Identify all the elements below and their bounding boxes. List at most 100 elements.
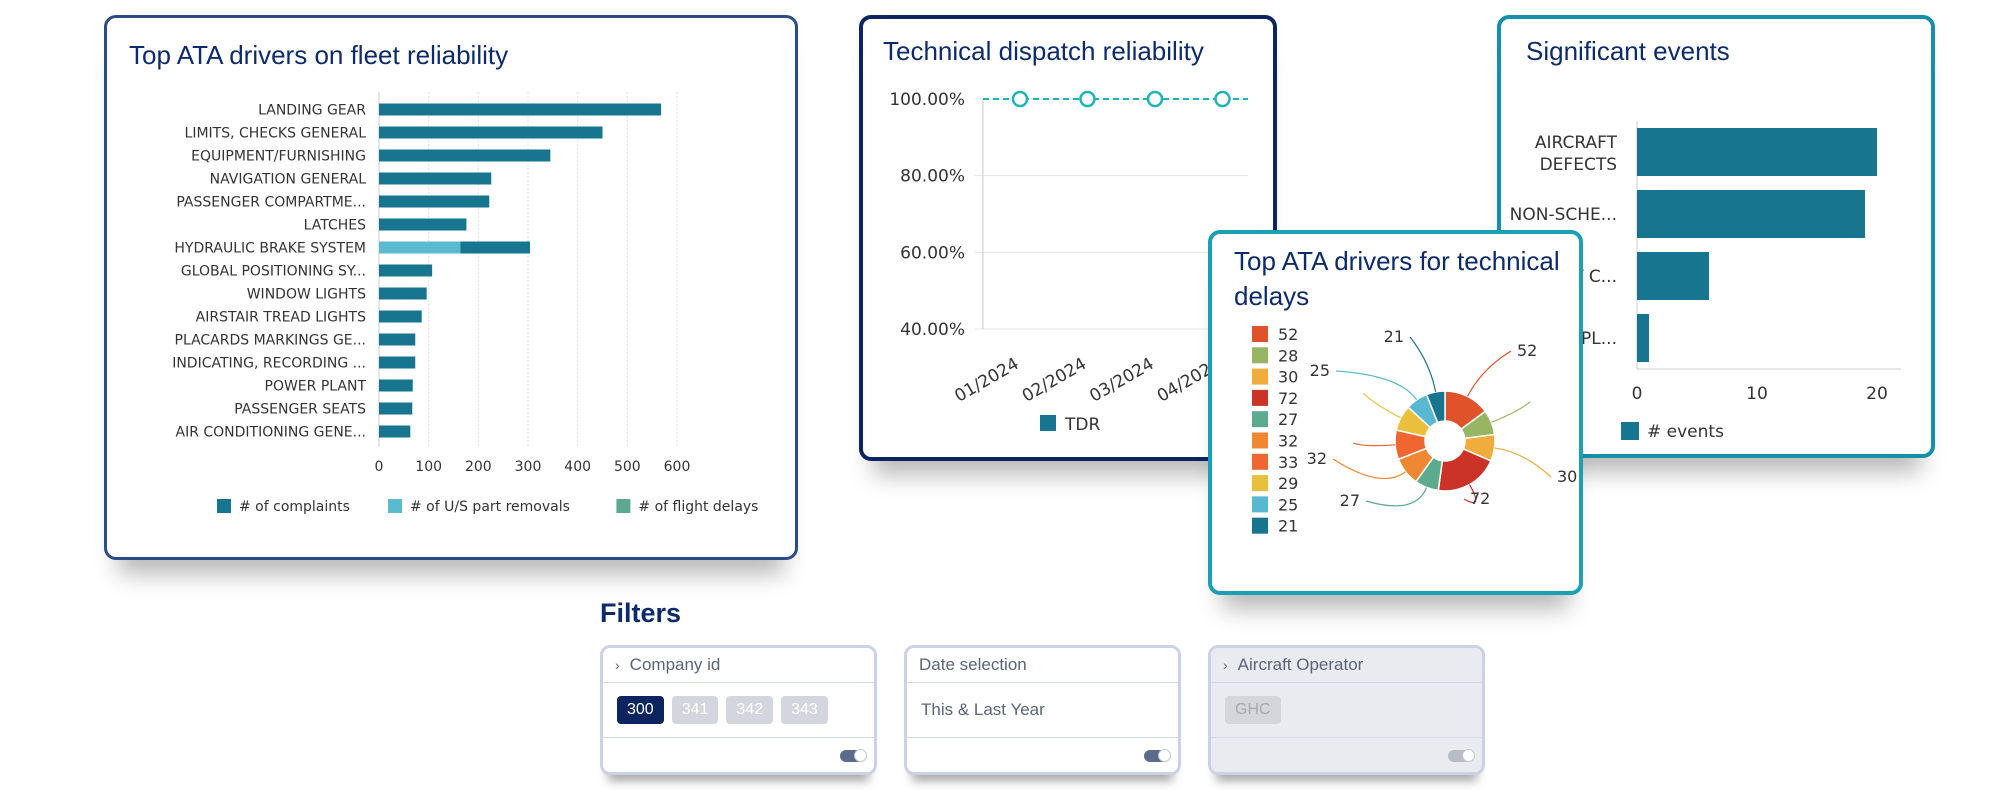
bar [379, 264, 433, 277]
company-id-chips: 300 341 342 343 [603, 683, 874, 738]
bar [379, 402, 413, 415]
bar [379, 356, 416, 369]
label-connector [1491, 401, 1531, 423]
data-label: 25 [1310, 361, 1330, 380]
legend-label: 52 [1278, 325, 1298, 344]
bar [1637, 252, 1709, 300]
legend-swatch [1621, 422, 1639, 440]
label-connector [1409, 336, 1437, 393]
date-selection-header[interactable]: Date selection [907, 648, 1178, 683]
technical-delays-chart: 52 28 30 72 27 32 33 29 25 21 52 30 72 27 32 25 21 [1252, 325, 1577, 536]
data-point [1146, 90, 1164, 108]
y-tick-label: 100.00% [889, 90, 965, 110]
legend-label: 25 [1278, 495, 1298, 514]
x-tick-label: 500 [614, 459, 641, 475]
bar [379, 333, 416, 346]
company-chip-300[interactable]: 300 [617, 696, 664, 724]
date-selection-value[interactable]: This & Last Year [921, 700, 1045, 719]
technical-delays-title: Top ATA drivers for technical delays [1234, 244, 1560, 314]
x-tick-label: 03/2024 [1086, 354, 1157, 407]
category-label: GLOBAL POSITIONING SY... [181, 264, 366, 280]
bar [379, 172, 492, 185]
data-label: 72 [1470, 489, 1490, 508]
data-point [1011, 90, 1029, 108]
bar [1637, 314, 1649, 362]
category-label: EQUIPMENT/FURNISHING [191, 149, 366, 165]
legend-swatch [1040, 415, 1056, 431]
label-connector [1494, 447, 1552, 478]
company-id-label: Company id [629, 655, 721, 674]
category-label: AIR CONDITIONING GENE... [176, 425, 367, 441]
company-id-filter[interactable]: › Company id 300 341 342 343 [600, 645, 877, 775]
category-label: POWER PLANT [265, 379, 367, 395]
aircraft-operator-filter[interactable]: › Aircraft Operator GHC [1208, 645, 1485, 775]
aircraft-operator-header[interactable]: › Aircraft Operator [1211, 648, 1482, 683]
aircraft-operator-toggle[interactable] [1448, 749, 1475, 762]
legend-swatch [1252, 411, 1268, 428]
legend-label: 21 [1278, 517, 1298, 536]
company-id-header[interactable]: › Company id [603, 648, 874, 683]
bar [379, 149, 551, 162]
legend-label: # of complaints [239, 499, 350, 515]
date-selection-label: Date selection [919, 655, 1027, 674]
legend-swatch [1252, 517, 1268, 534]
date-selection-filter[interactable]: Date selection This & Last Year [904, 645, 1181, 775]
category-label: PASSENGER SEATS [234, 402, 366, 418]
category-label: PLACARDS MARKINGS GE... [175, 333, 367, 349]
company-chip-342[interactable]: 342 [726, 696, 774, 724]
legend-swatch [1252, 453, 1268, 470]
fleet-reliability-title: Top ATA drivers on fleet reliability [129, 40, 509, 70]
x-tick-label: 400 [564, 459, 591, 475]
bar [379, 379, 413, 392]
legend-label: # events [1647, 422, 1724, 442]
bar [379, 218, 467, 231]
legend-swatch [1252, 432, 1268, 449]
legend-swatch [1252, 347, 1268, 364]
legend-swatch [1252, 368, 1268, 385]
company-id-toggle[interactable] [840, 749, 867, 762]
legend-label: 72 [1278, 389, 1298, 408]
chevron-right-icon[interactable]: › [1223, 657, 1228, 673]
label-connector [1463, 484, 1477, 504]
technical-delays-title-line2: delays [1234, 281, 1310, 311]
fleet-reliability-chart: 0 100 200 300 400 500 600 LANDING GEAR LIMITS, C… [172, 92, 758, 515]
technical-delays-title-line1: Top ATA drivers for technical [1234, 246, 1560, 276]
data-label: 21 [1384, 327, 1404, 346]
legend-swatch [616, 499, 631, 513]
x-tick-label: 20 [1866, 384, 1888, 404]
operator-chip-ghc[interactable]: GHC [1225, 696, 1281, 724]
bar [379, 425, 411, 438]
company-chip-341[interactable]: 341 [671, 696, 719, 724]
data-label: 52 [1517, 341, 1537, 360]
company-chip-343[interactable]: 343 [781, 696, 828, 724]
date-selection-toggle[interactable] [1144, 749, 1171, 762]
significant-events-chart: 01020AIRCRAFTDEFECTSNON-SCHE...AIRCRAFT … [1501, 121, 1901, 442]
label-connector [1335, 370, 1418, 401]
y-tick-label: 80.00% [900, 167, 965, 187]
data-point [1214, 90, 1231, 108]
x-tick-label: 100 [415, 459, 442, 475]
date-selection-value-row[interactable]: This & Last Year [907, 683, 1178, 738]
x-tick-label: 02/2024 [1019, 354, 1090, 407]
label-connector [1332, 458, 1406, 480]
category-label: LANDING GEAR [258, 103, 366, 119]
legend-label: TDR [1064, 415, 1100, 435]
category-label: PASSENGER COMPARTME... [176, 195, 366, 211]
bar [1637, 128, 1877, 176]
label-connector [1365, 487, 1428, 507]
data-point [1079, 90, 1096, 108]
legend-label: 30 [1278, 368, 1298, 387]
category-label: DEFECTS [1540, 155, 1617, 175]
x-tick-label: 01/2024 [951, 354, 1022, 407]
x-tick-label: 200 [465, 459, 492, 475]
category-label: LATCHES [304, 218, 366, 234]
filters-title: Filters [600, 598, 682, 628]
label-connector [1363, 392, 1401, 419]
legend-label: 27 [1278, 410, 1298, 429]
x-tick-label: 300 [515, 459, 542, 475]
category-label: INDICATING, RECORDING ... [172, 356, 366, 372]
legend-label: 29 [1278, 474, 1298, 493]
chevron-right-icon[interactable]: › [615, 657, 620, 673]
data-label: 32 [1307, 449, 1327, 468]
technical-delays-card: Top ATA drivers for technical delays 52 2… [1208, 230, 1583, 595]
